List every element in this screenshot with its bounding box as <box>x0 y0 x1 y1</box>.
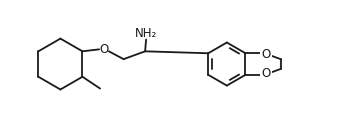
Text: O: O <box>99 43 109 56</box>
Text: O: O <box>261 67 271 80</box>
Text: NH₂: NH₂ <box>135 27 157 40</box>
Text: O: O <box>261 48 271 61</box>
